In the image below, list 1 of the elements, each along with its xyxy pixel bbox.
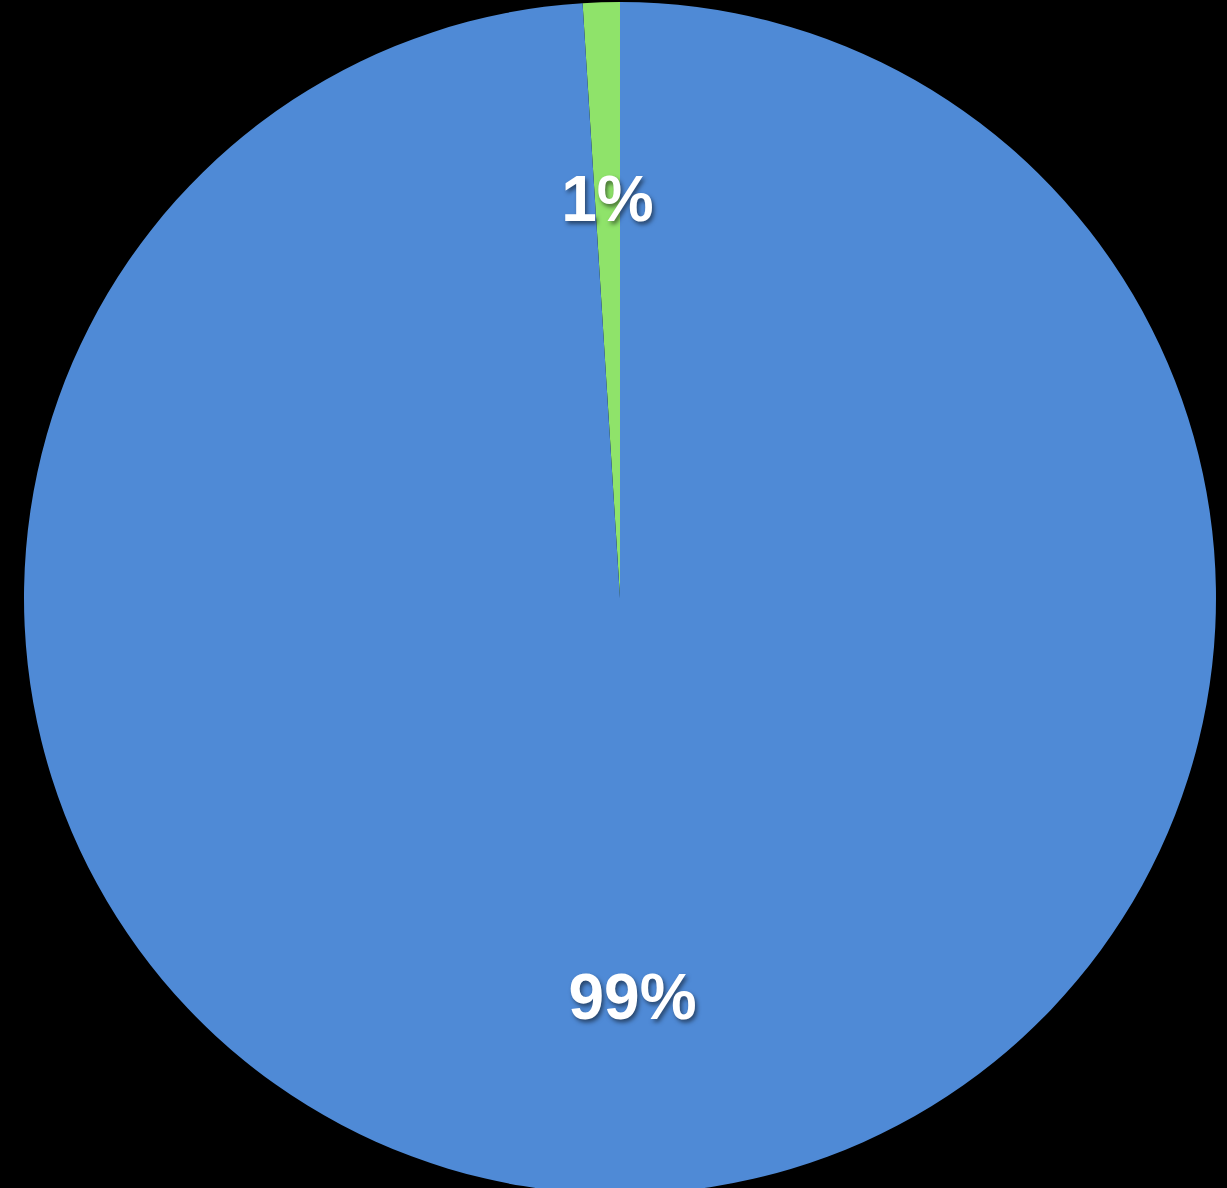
data-label: 99% xyxy=(568,961,697,1034)
